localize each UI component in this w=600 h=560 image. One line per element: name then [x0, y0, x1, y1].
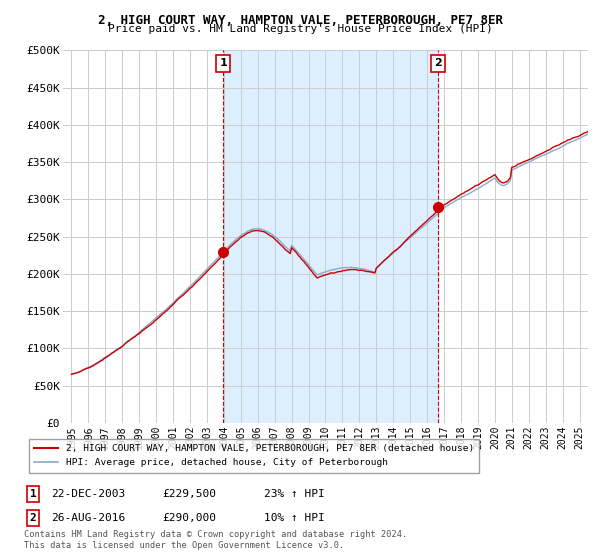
Bar	[223, 50, 438, 423]
Text: Price paid vs. HM Land Registry's House Price Index (HPI): Price paid vs. HM Land Registry's House …	[107, 24, 493, 34]
Legend: 2, HIGH COURT WAY, HAMPTON VALE, PETERBOROUGH, PE7 8ER (detached house), HPI: Av: 2, HIGH COURT WAY, HAMPTON VALE, PETERBO…	[29, 438, 479, 473]
Text: This data is licensed under the Open Government Licence v3.0.: This data is licensed under the Open Gov…	[24, 541, 344, 550]
Text: 26-AUG-2016: 26-AUG-2016	[51, 513, 125, 523]
Text: 2: 2	[434, 58, 442, 68]
Text: 1: 1	[220, 58, 227, 68]
Text: 2, HIGH COURT WAY, HAMPTON VALE, PETERBOROUGH, PE7 8ER: 2, HIGH COURT WAY, HAMPTON VALE, PETERBO…	[97, 14, 503, 27]
Text: 1: 1	[29, 489, 37, 499]
Text: 10% ↑ HPI: 10% ↑ HPI	[264, 513, 325, 523]
Text: 2: 2	[29, 513, 37, 523]
Text: Contains HM Land Registry data © Crown copyright and database right 2024.: Contains HM Land Registry data © Crown c…	[24, 530, 407, 539]
Text: £290,000: £290,000	[162, 513, 216, 523]
Text: 22-DEC-2003: 22-DEC-2003	[51, 489, 125, 499]
Text: 23% ↑ HPI: 23% ↑ HPI	[264, 489, 325, 499]
Text: £229,500: £229,500	[162, 489, 216, 499]
